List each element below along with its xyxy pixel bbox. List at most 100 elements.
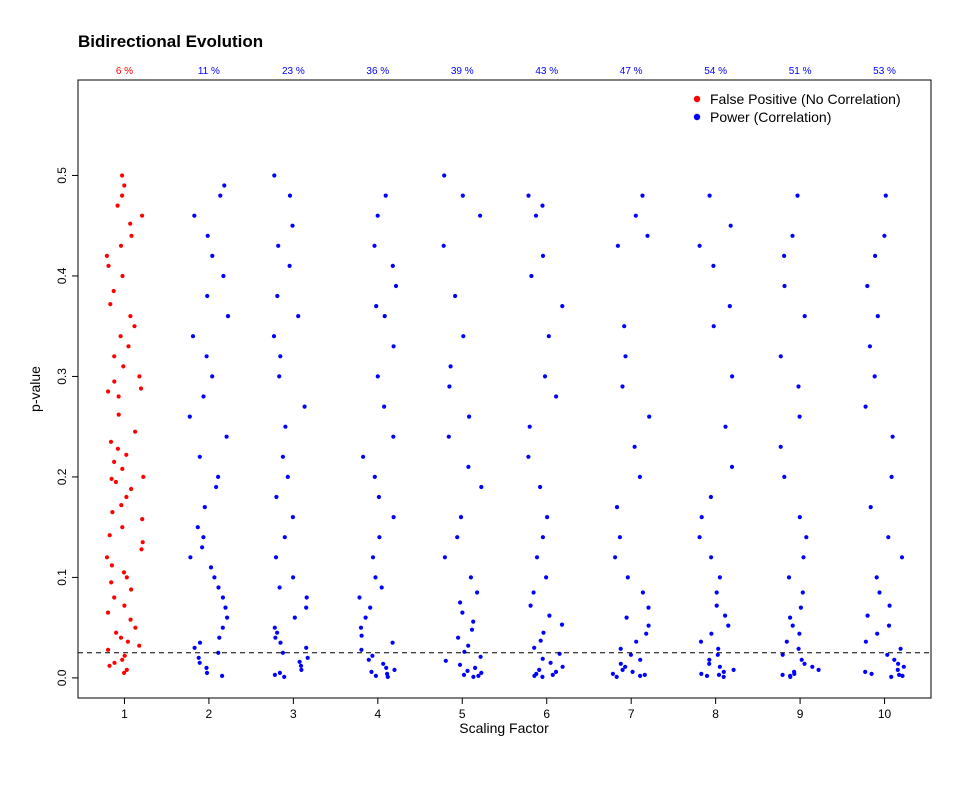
data-point <box>646 623 651 628</box>
data-point <box>863 669 868 675</box>
data-point <box>697 535 702 540</box>
data-point <box>374 304 379 309</box>
data-point <box>728 223 733 228</box>
x-tick-label: 8 <box>712 707 719 721</box>
data-point <box>788 615 793 620</box>
data-point <box>547 613 552 618</box>
data-point <box>545 515 550 520</box>
data-point <box>200 545 205 550</box>
data-point <box>204 354 209 359</box>
data-point <box>647 414 652 419</box>
data-point <box>533 213 539 218</box>
data-point <box>698 639 704 644</box>
data-point <box>614 674 619 680</box>
y-axis-label: p-value <box>27 366 43 412</box>
data-point <box>304 645 309 650</box>
x-tick-label: 4 <box>374 707 381 721</box>
data-point <box>223 605 228 610</box>
data-point <box>617 535 623 540</box>
data-point <box>120 173 125 178</box>
data-point <box>726 623 731 628</box>
data-point <box>782 474 787 479</box>
x-tick-label: 7 <box>628 707 635 721</box>
data-point <box>304 595 309 600</box>
data-point <box>704 673 710 679</box>
data-point <box>540 656 545 661</box>
data-point <box>291 575 296 580</box>
data-point <box>526 193 531 198</box>
data-point <box>140 517 145 522</box>
data-point <box>790 623 795 628</box>
data-point <box>124 494 129 500</box>
data-point <box>802 314 807 319</box>
data-point <box>801 555 806 560</box>
data-point <box>282 535 287 540</box>
data-point <box>638 673 643 679</box>
data-point <box>537 667 542 673</box>
data-point <box>105 610 111 615</box>
y-tick-label: 0.3 <box>55 368 69 385</box>
data-point <box>220 673 225 679</box>
data-point <box>129 486 134 492</box>
data-point <box>290 515 295 520</box>
data-point <box>287 263 292 268</box>
data-point <box>620 667 625 673</box>
data-point <box>532 645 537 650</box>
data-point <box>122 603 127 608</box>
data-point <box>273 635 278 640</box>
y-axis: 0.0 0.1 0.2 0.3 0.4 0.5 <box>55 167 78 686</box>
data-point <box>201 535 206 540</box>
data-point <box>796 384 801 389</box>
data-point <box>625 575 630 580</box>
data-point <box>456 635 461 640</box>
data-point <box>618 661 623 666</box>
data-point <box>882 233 887 238</box>
data-point <box>476 673 481 679</box>
data-point <box>221 273 226 279</box>
data-point <box>118 243 124 248</box>
data-point <box>628 652 634 657</box>
data-point <box>224 434 229 439</box>
data-point <box>790 233 795 238</box>
data-point <box>108 439 114 444</box>
data-point <box>357 595 362 600</box>
data-point <box>214 484 219 490</box>
data-point <box>863 404 868 409</box>
data-point <box>132 324 137 329</box>
data-point <box>865 613 870 618</box>
percentage-label: 36 % <box>366 66 389 77</box>
data-point <box>778 354 783 359</box>
data-point <box>443 658 448 663</box>
data-point <box>707 661 712 666</box>
data-point <box>372 243 377 248</box>
data-point <box>889 674 894 680</box>
y-tick-label: 0.1 <box>55 569 69 586</box>
y-tick-label: 0.2 <box>55 468 69 485</box>
data-point <box>124 575 129 580</box>
data-point <box>883 193 888 198</box>
data-point <box>195 525 200 530</box>
data-point <box>863 639 869 644</box>
data-point <box>280 454 285 459</box>
data-point <box>709 555 714 560</box>
data-point <box>798 605 804 610</box>
data-point <box>441 243 446 248</box>
data-point <box>276 243 281 248</box>
data-point <box>465 668 470 674</box>
data-point <box>277 374 282 379</box>
data-point <box>540 253 546 258</box>
data-point <box>106 647 111 652</box>
data-point <box>361 454 366 459</box>
percentage-label: 6 % <box>116 66 133 77</box>
data-point <box>708 494 714 500</box>
data-point <box>391 434 396 439</box>
data-point <box>271 334 277 339</box>
data-point <box>382 404 387 409</box>
data-point <box>699 515 704 520</box>
data-point <box>358 625 364 630</box>
data-point <box>381 661 386 666</box>
data-point <box>885 652 890 657</box>
data-point <box>442 555 447 560</box>
data-point <box>113 479 118 485</box>
data-point <box>112 459 117 464</box>
